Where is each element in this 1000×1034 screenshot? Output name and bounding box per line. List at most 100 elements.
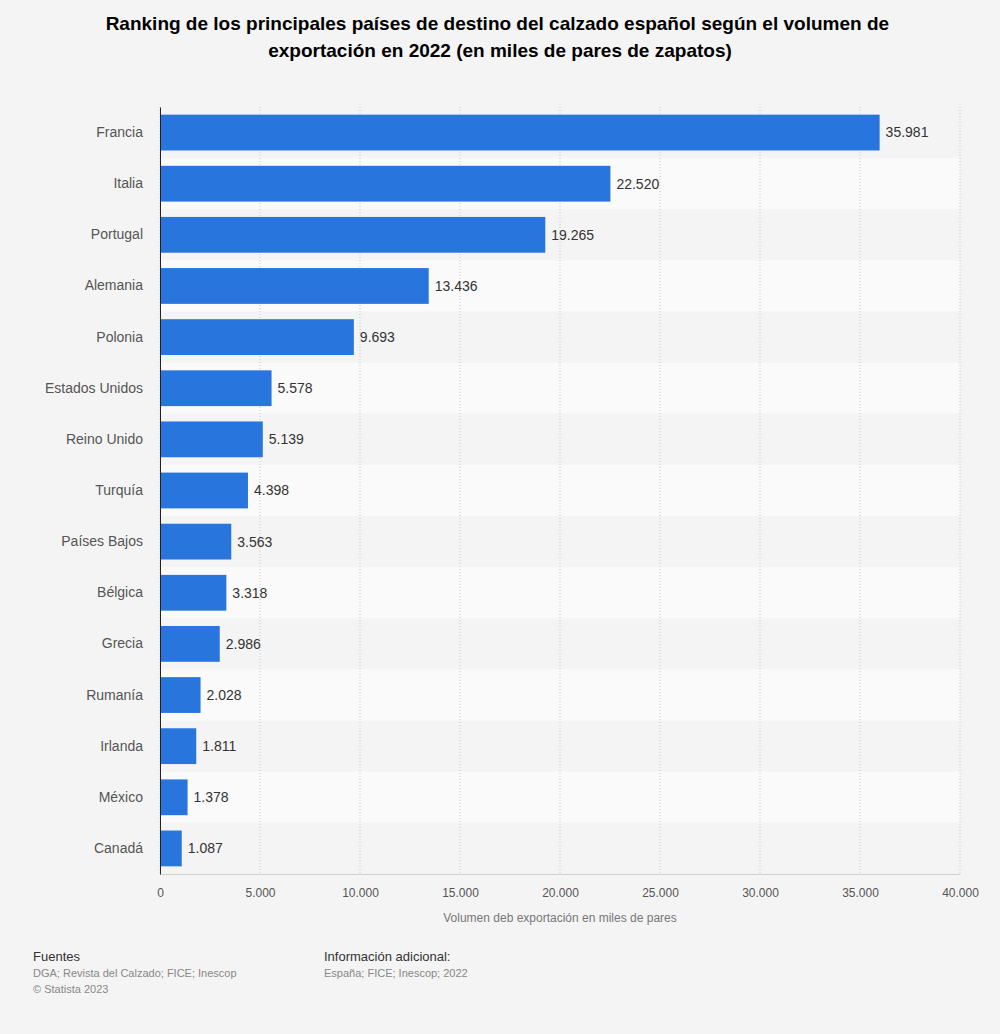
x-tick: 20.000 [542, 874, 579, 900]
data-label: 2.028 [207, 687, 242, 703]
x-tick-label: 40.000 [942, 886, 979, 900]
bar [160, 779, 188, 815]
x-tick: 5.000 [245, 874, 275, 900]
x-axis: 0 5.000 10.000 15.000 20.000 25.000 30.000 35.0… [157, 874, 979, 900]
bar [160, 115, 880, 151]
x-tick-label: 35.000 [842, 886, 879, 900]
plot: 35.98122.52019.26513.4369.6935.5785.1394… [45, 107, 979, 900]
y-tick: Francia [96, 124, 160, 140]
bar [160, 166, 610, 202]
y-tick: Bélgica [97, 584, 160, 600]
bar [160, 217, 545, 253]
data-labels: 35.98122.52019.26513.4369.6935.5785.1394… [188, 124, 929, 856]
row-stripes [160, 107, 960, 874]
x-axis-line [161, 874, 961, 875]
row-stripe [160, 414, 960, 465]
data-label: 35.981 [886, 124, 929, 140]
footer-note: España; FICE; Inescop; 2022 [324, 967, 468, 979]
bar [160, 473, 248, 509]
bar [160, 268, 429, 304]
data-label: 13.436 [435, 278, 478, 294]
data-label: 9.693 [360, 329, 395, 345]
y-tick-label: México [99, 789, 144, 805]
y-tick-label: Italia [113, 175, 143, 191]
y-tick-label: Estados Unidos [45, 380, 143, 396]
grid-line [660, 107, 661, 874]
y-tick-label: Turquía [95, 482, 143, 498]
data-label: 5.139 [269, 431, 304, 447]
bar [160, 575, 226, 611]
bar [160, 626, 220, 662]
x-tick: 0 [157, 874, 164, 900]
bar [160, 370, 272, 406]
footer: Fuentes DGA; Revista del Calzado; FICE; I… [33, 949, 468, 995]
x-tick-label: 15.000 [442, 886, 479, 900]
grid-line [860, 107, 861, 874]
bars [160, 115, 880, 867]
footer-note: DGA; Revista del Calzado; FICE; Inescop [33, 967, 237, 979]
data-label: 5.578 [278, 380, 313, 396]
chart: Ranking de los principales países de des… [0, 0, 1000, 1034]
x-tick: 35.000 [842, 874, 879, 900]
footer-note: © Statista 2023 [33, 983, 108, 995]
grid-line [760, 107, 761, 874]
row-stripe [160, 158, 960, 209]
data-label: 3.563 [237, 534, 272, 550]
footer-note: Información adicional: [324, 949, 450, 964]
x-tick: 15.000 [442, 874, 479, 900]
x-tick-label: 25.000 [642, 886, 679, 900]
y-tick-label: Portugal [91, 226, 143, 242]
row-stripe [160, 567, 960, 618]
footer-note: Fuentes [33, 949, 80, 964]
bar [160, 524, 231, 560]
y-tick-label: Francia [96, 124, 143, 140]
data-label: 4.398 [254, 482, 289, 498]
y-tick: Italia [113, 175, 160, 191]
title: Ranking de los principales países de des… [106, 13, 895, 61]
y-tick: Reino Unido [66, 431, 160, 447]
data-label: 19.265 [551, 227, 594, 243]
y-tick-label: Irlanda [100, 738, 143, 754]
x-tick: 25.000 [642, 874, 679, 900]
grid-line [160, 107, 161, 874]
data-label: 1.378 [194, 789, 229, 805]
x-tick-label: 10.000 [342, 886, 379, 900]
row-stripe [160, 260, 960, 311]
y-tick: México [99, 789, 160, 805]
y-tick-label: Polonia [96, 329, 143, 345]
bar [160, 728, 196, 764]
row-stripe [160, 107, 960, 158]
grid-line [960, 107, 961, 874]
y-tick: Canadá [94, 840, 160, 856]
y-tick-label: Países Bajos [61, 533, 143, 549]
grid [160, 107, 960, 874]
bar [160, 677, 201, 713]
y-tick: Alemania [85, 277, 160, 293]
x-tick: 30.000 [742, 874, 779, 900]
data-label: 2.986 [226, 636, 261, 652]
y-tick-label: Rumanía [86, 687, 143, 703]
y-tick-label: Bélgica [97, 584, 143, 600]
row-stripe [160, 209, 960, 260]
data-label: 1.811 [202, 738, 236, 754]
y-tick: Irlanda [100, 738, 160, 754]
y-tick: Turquía [95, 482, 160, 498]
x-axis-title: Volumen deb exportación en miles de pare… [443, 911, 676, 925]
x-tick-label: 20.000 [542, 886, 579, 900]
row-stripe [160, 312, 960, 363]
row-stripe [160, 465, 960, 516]
data-label: 3.318 [232, 585, 267, 601]
x-tick-label: 0 [157, 886, 164, 900]
x-tick: 40.000 [942, 874, 979, 900]
y-tick: Rumanía [86, 687, 160, 703]
x-tick: 10.000 [342, 874, 379, 900]
y-axis: Francia Italia Portugal Alemania Polonia Esta… [45, 108, 161, 875]
bar [160, 319, 354, 355]
bar [160, 421, 263, 457]
y-tick-label: Canadá [94, 840, 143, 856]
y-tick: Grecia [102, 635, 160, 651]
bar [160, 831, 182, 867]
y-tick: Polonia [96, 329, 160, 345]
y-tick: Estados Unidos [45, 380, 160, 396]
x-tick-label: 30.000 [742, 886, 779, 900]
